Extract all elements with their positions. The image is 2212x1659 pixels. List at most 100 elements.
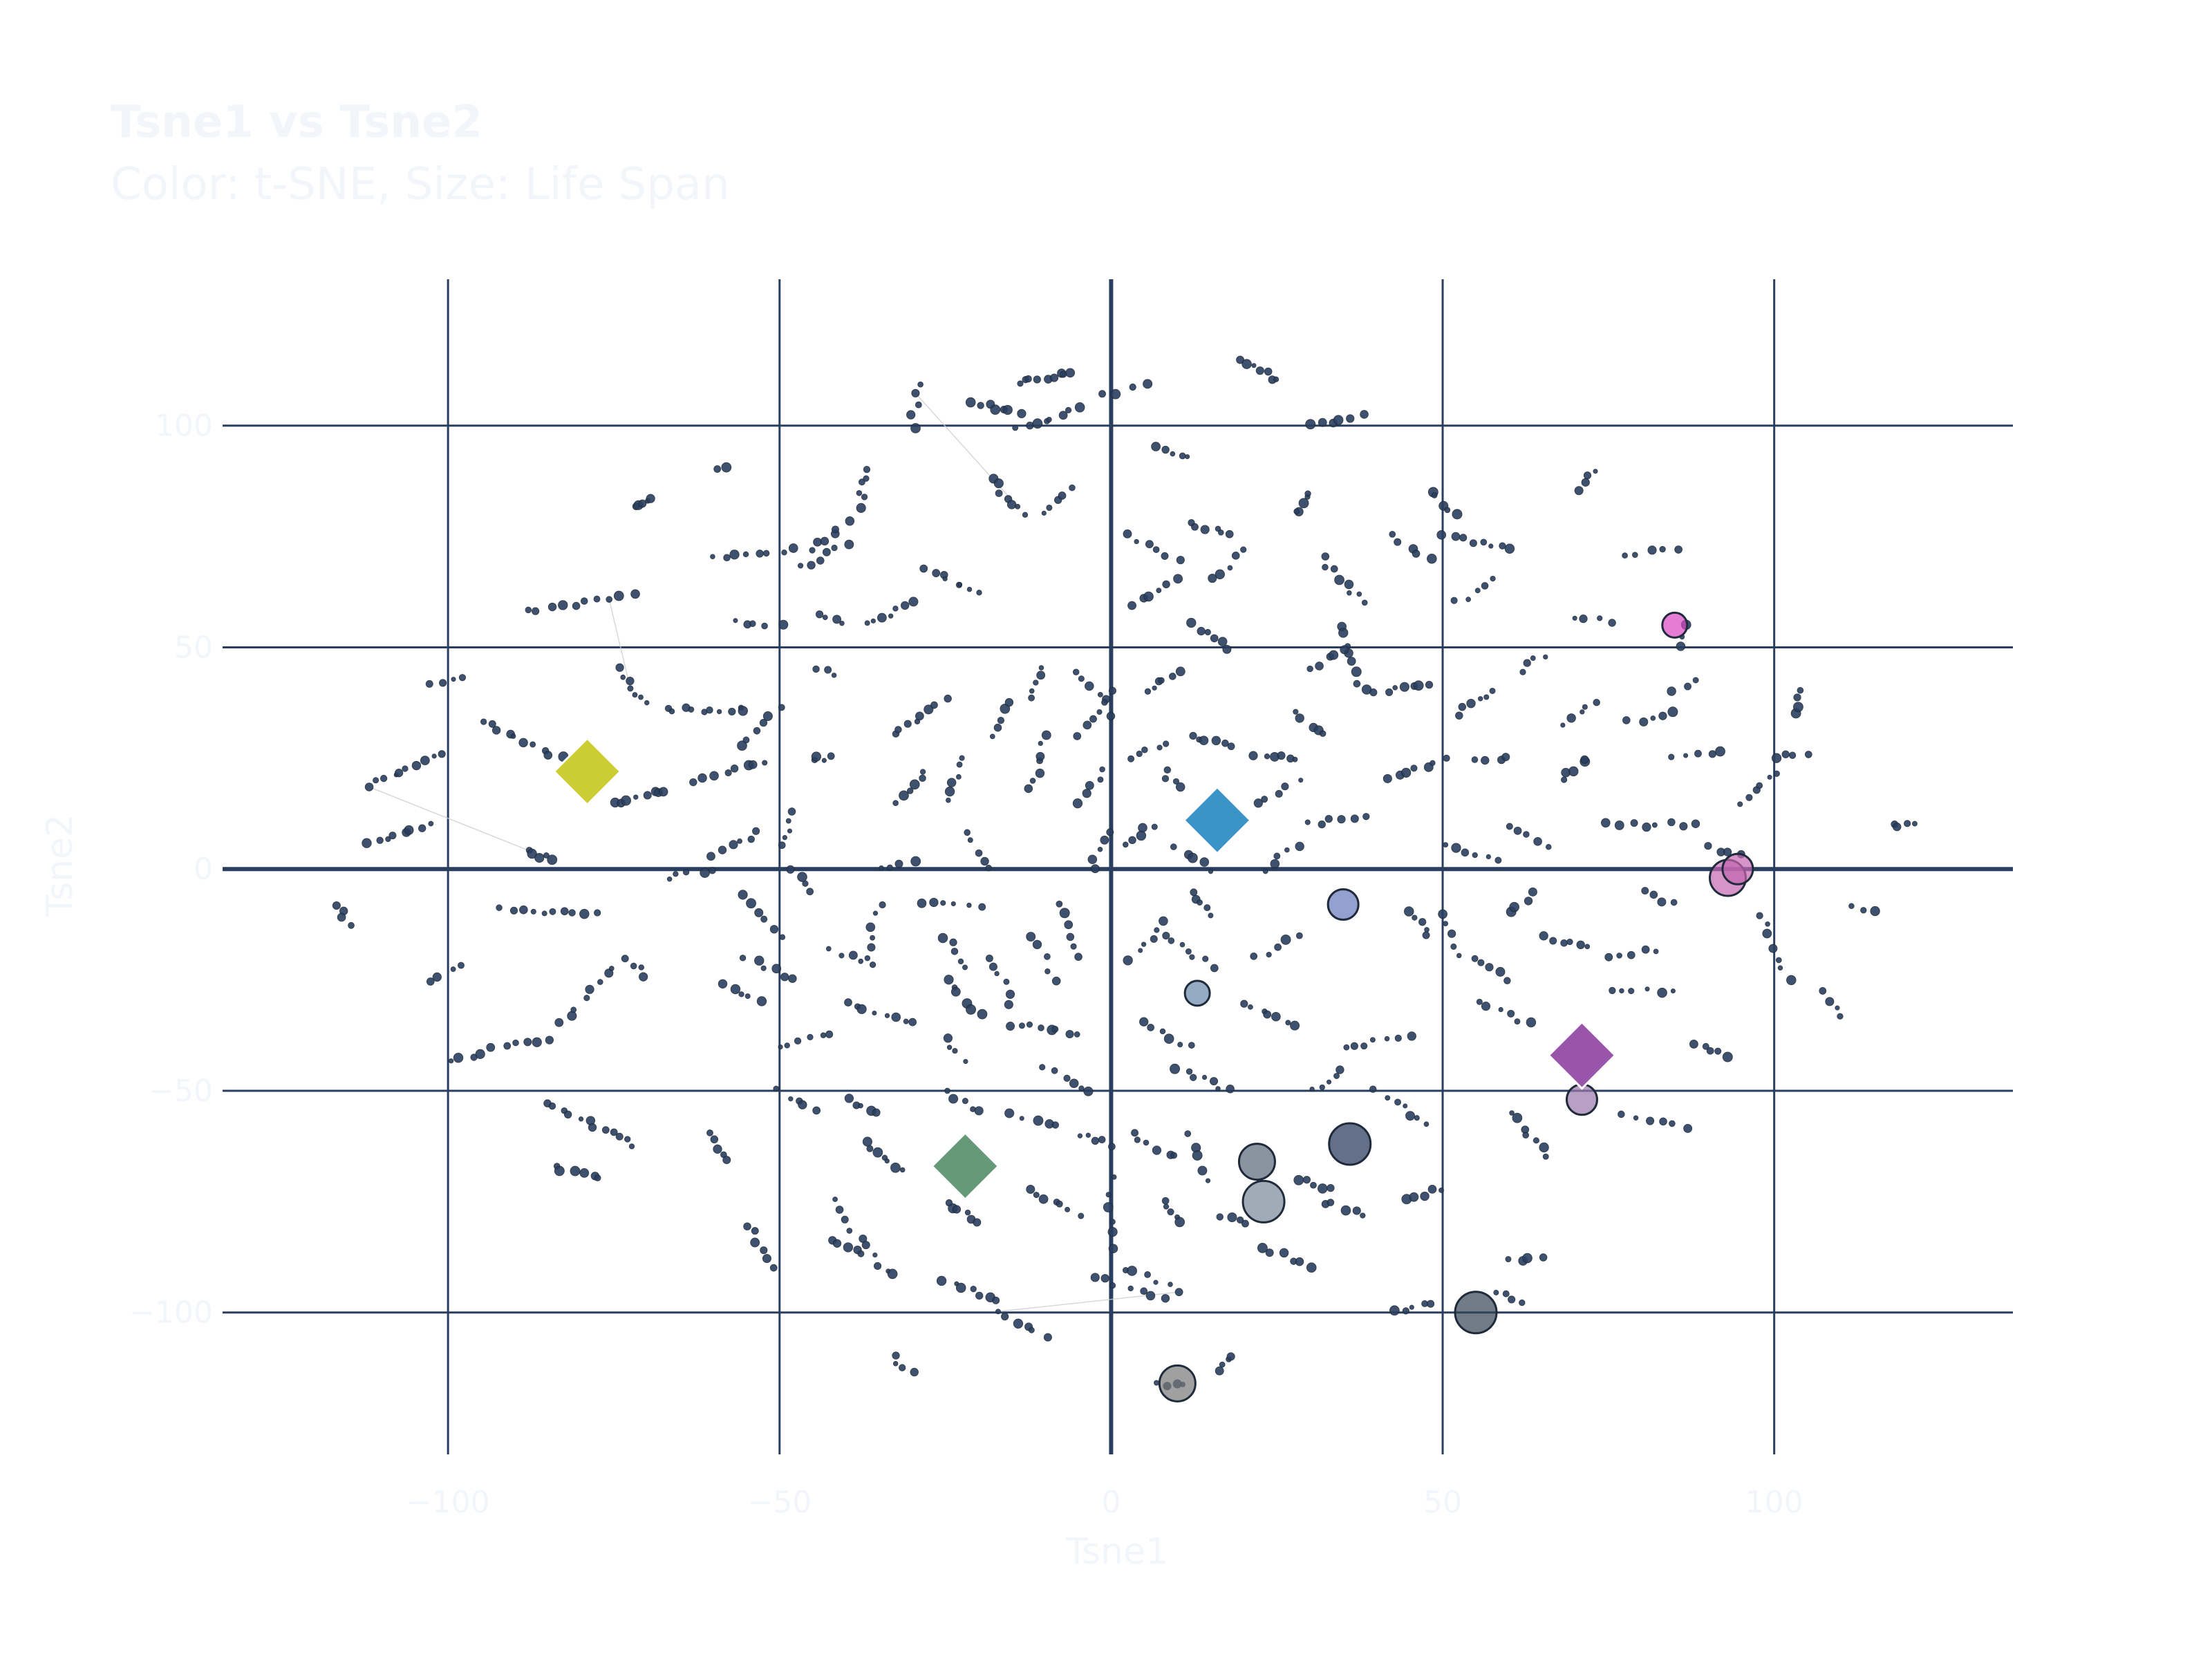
data-point [781,550,787,556]
data-point [754,955,765,966]
data-point [1310,1181,1317,1189]
data-point [1298,498,1309,509]
data-point [1003,978,1010,985]
data-point [906,787,914,794]
data-point [570,1006,577,1013]
data-point [1152,1145,1162,1155]
data-point [965,397,976,408]
data-point [1542,1153,1549,1160]
data-point [797,872,807,882]
data-point [1593,699,1600,706]
data-point [404,825,414,835]
data-point [1002,404,1013,415]
data-point [1189,731,1197,740]
data-point [1384,1035,1390,1042]
data-point [839,620,845,626]
data-point [510,733,516,739]
data-point [1241,359,1252,369]
data-point [822,547,831,556]
data-point [1804,751,1812,758]
data-point [1684,682,1691,691]
data-point [1526,1017,1537,1028]
y-tick-label: −100 [129,1295,213,1331]
data-point [1546,844,1552,850]
data-point [1572,615,1577,621]
data-point [899,1167,906,1173]
data-point [945,797,951,803]
data-point [543,852,550,859]
data-point [1046,416,1052,423]
data-point [872,1147,883,1158]
data-point [863,465,871,474]
data-point [1771,753,1782,763]
data-point [788,543,798,553]
data-point [1127,755,1135,762]
data-point [1422,931,1430,939]
data-point [1152,685,1157,691]
data-point [1456,953,1462,959]
data-point [1285,1020,1291,1026]
data-point [856,503,866,513]
data-point [1033,375,1041,384]
data-point [993,478,1004,489]
data-point [1024,784,1033,794]
data-point [1038,1194,1049,1204]
data-point [666,876,673,882]
data-point [1340,645,1349,655]
data-point [888,613,894,619]
data-point [1074,402,1085,413]
data-point [1494,856,1502,864]
data-point [754,908,764,917]
data-point [1670,899,1678,906]
data-point [488,720,496,728]
data-point [426,977,435,986]
data-point [1580,709,1585,715]
data-point [1347,657,1356,666]
data-point [1295,713,1304,723]
data-point [1251,363,1257,368]
data-point [1622,716,1631,724]
data-point [915,401,922,409]
data-point [778,619,789,630]
data-point [1410,765,1418,772]
data-point [1017,380,1024,387]
data-point [864,620,870,626]
data-point [1161,552,1169,560]
data-point [1013,1318,1024,1329]
data-point [1400,767,1412,778]
data-point [1318,418,1327,427]
data-point [1032,939,1042,950]
data-point [1668,753,1675,760]
data-point [946,1044,953,1050]
data-point [1659,1117,1667,1126]
data-point [1459,534,1468,542]
data-point [1136,750,1143,758]
data-point [1261,796,1268,803]
data-point [615,1132,624,1141]
data-point [1022,512,1029,518]
data-point [980,856,989,866]
data-point [784,1042,790,1049]
data-point [906,410,916,420]
data-point [1438,1187,1444,1193]
data-point [832,1197,838,1202]
data-point [1616,953,1622,959]
data-point [530,908,536,915]
data-point [509,906,518,915]
data-point [1006,1022,1015,1031]
data-point [491,726,501,735]
data-point [1127,1266,1137,1276]
data-point [1689,1039,1698,1049]
data-point [700,868,710,878]
highlighted-point [1454,1291,1498,1335]
data-point [1647,545,1657,555]
data-point [1344,579,1354,590]
data-point [788,974,797,983]
data-point [1641,887,1649,895]
data-point [798,1100,807,1109]
data-point [1175,782,1185,792]
data-point [1523,659,1531,667]
data-point [739,955,747,962]
chart-subtitle: Color: t-SNE, Size: Life Span [111,159,730,210]
data-point [425,679,433,688]
